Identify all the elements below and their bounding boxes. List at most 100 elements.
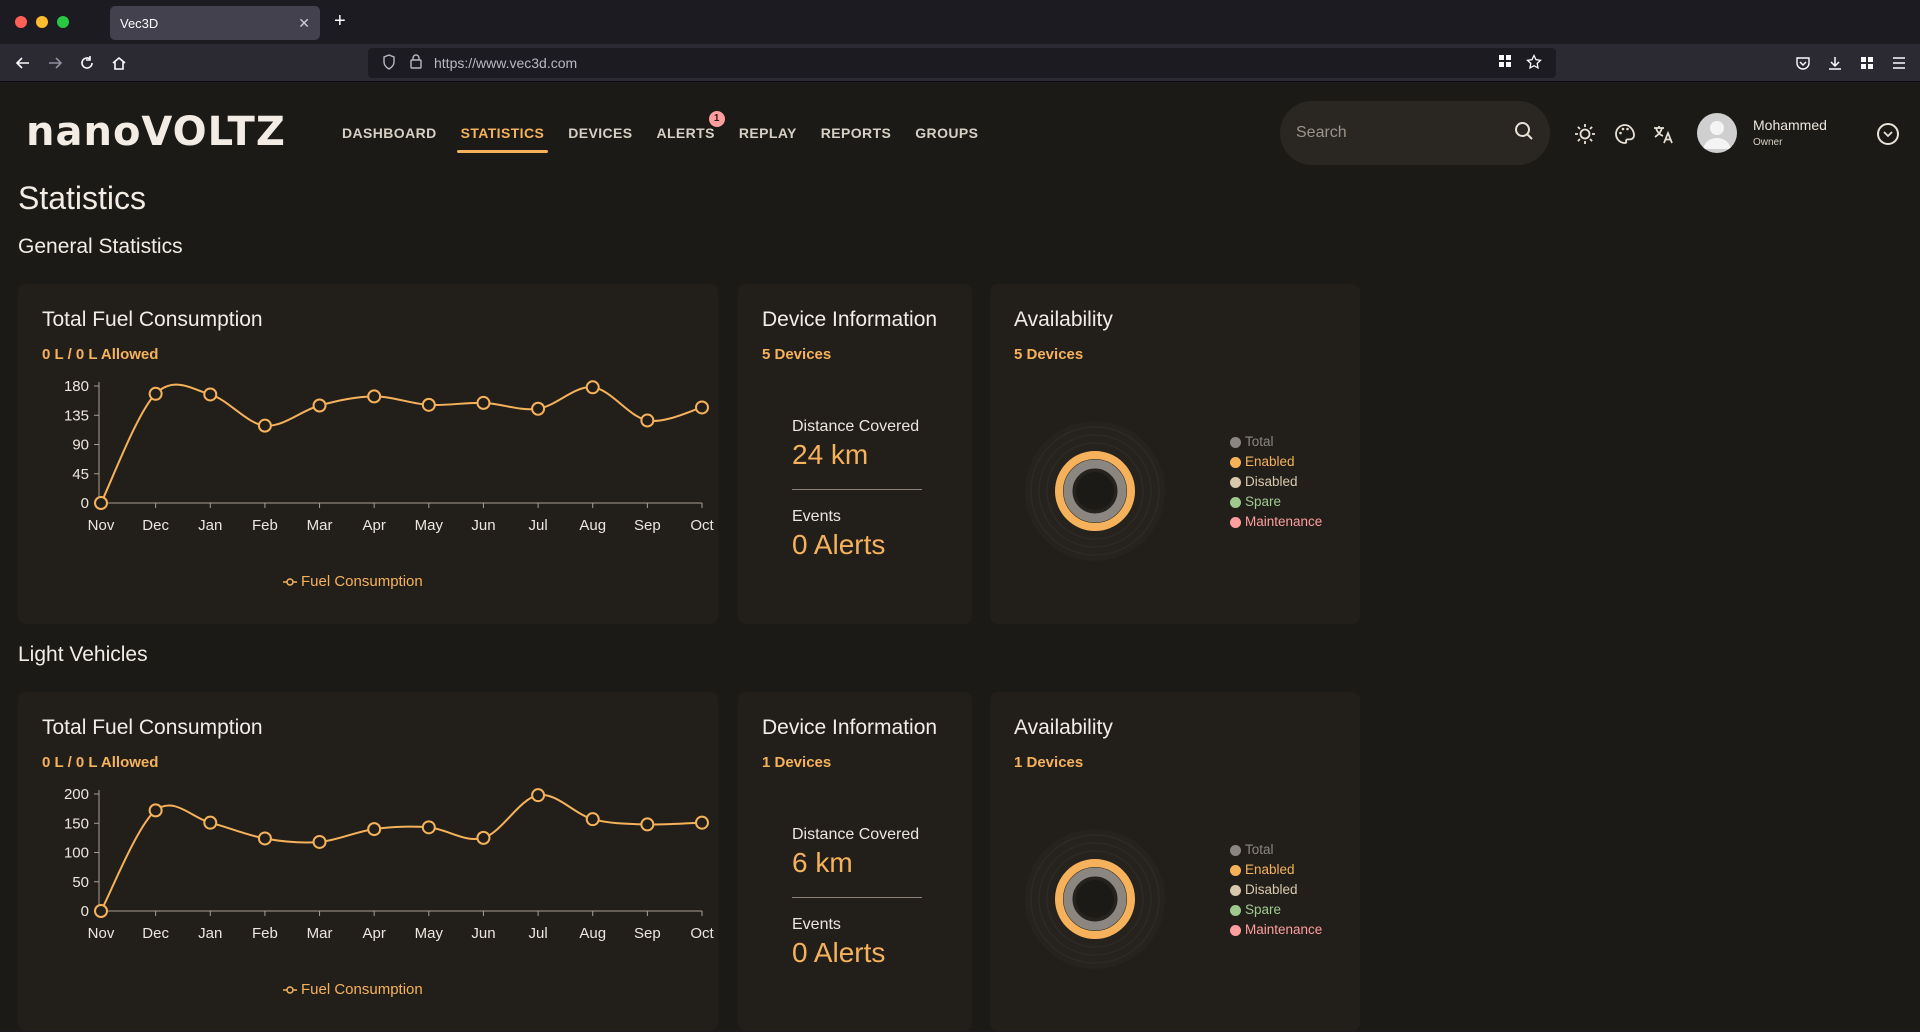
x-tick-label: Mar <box>307 925 333 942</box>
legend-total-label: Total <box>1245 434 1274 449</box>
nav-statistics[interactable]: STATISTICS <box>449 83 557 183</box>
legend-item-spare[interactable]: Spare <box>1230 900 1322 920</box>
main-nav: DASHBOARD STATISTICS DEVICES ALERTS 1 REP… <box>330 83 990 183</box>
close-window-button[interactable] <box>15 16 27 28</box>
x-tick-label: Oct <box>690 517 714 534</box>
legend-item-spare[interactable]: Spare <box>1230 492 1322 512</box>
url-bar[interactable]: https://www.vec3d.com <box>368 48 1556 78</box>
app-root: nanoVOLTZ DASHBOARD STATISTICS DEVICES A… <box>0 83 1920 1031</box>
browser-navbar: https://www.vec3d.com <box>0 44 1920 82</box>
data-point <box>695 400 709 415</box>
nav-replay[interactable]: REPLAY <box>738 125 797 141</box>
shield-icon[interactable] <box>382 53 396 73</box>
nav-groups[interactable]: GROUPS <box>915 125 979 141</box>
nav-alerts[interactable]: ALERTS 1 <box>644 83 726 183</box>
legend-item-enabled[interactable]: Enabled <box>1230 452 1322 472</box>
y-tick-label: 150 <box>64 815 89 832</box>
nav-devices[interactable]: DEVICES <box>568 125 633 141</box>
availability-legend: Total Enabled Disabled Spare Maintenance <box>1230 840 1322 940</box>
legend-item-maintenance[interactable]: Maintenance <box>1230 920 1322 940</box>
distance-value: 6 km <box>792 847 853 878</box>
x-tick-label: Nov <box>88 925 115 942</box>
x-tick-label: Mar <box>307 517 333 534</box>
x-tick-label: Oct <box>690 925 714 942</box>
minimize-window-button[interactable] <box>36 16 48 28</box>
reload-icon[interactable] <box>78 54 96 72</box>
legend-item-total[interactable]: Total <box>1230 432 1322 452</box>
fuel-card-subtitle: 0 L / 0 L Allowed <box>42 346 159 363</box>
chart-legend[interactable]: Fuel Consumption <box>283 981 423 998</box>
hamburger-menu-icon[interactable] <box>1890 54 1908 72</box>
home-icon[interactable] <box>110 54 128 72</box>
total-dot-icon <box>1230 436 1241 448</box>
tab-close-icon[interactable]: ✕ <box>298 14 310 31</box>
enabled-dot-icon <box>1230 456 1241 468</box>
distance-label: Distance Covered <box>792 418 920 435</box>
donut-total-ring <box>1063 867 1127 931</box>
maintenance-dot-icon <box>1230 516 1241 528</box>
legend-enabled-label: Enabled <box>1245 862 1295 877</box>
maintenance-dot-icon <box>1230 924 1241 936</box>
legend-label: Fuel Consumption <box>301 981 423 998</box>
data-point <box>203 387 218 402</box>
data-point <box>421 397 436 412</box>
fuel-line-chart: 0 45 90 135 180 Nov Dec Jan Feb Mar Apr May Jun Jul Au… <box>64 378 715 534</box>
data-point <box>367 822 382 837</box>
y-tick-label: 0 <box>81 903 89 920</box>
new-tab-button[interactable]: + <box>334 10 346 32</box>
bookmark-star-icon[interactable] <box>1526 53 1542 73</box>
tab-title: Vec3D <box>120 15 159 31</box>
x-tick-label: Jun <box>471 517 495 534</box>
fuel-card-title: Total Fuel Consumption <box>42 716 263 739</box>
fuel-card-general: Total Fuel Consumption 0 L / 0 L Allowed… <box>18 284 718 624</box>
chevron-down-icon[interactable] <box>1877 123 1899 145</box>
data-point <box>476 395 491 410</box>
nav-dashboard[interactable]: DASHBOARD <box>342 125 437 141</box>
device-info-card-light-vehicles: Device Information 1 Devices Distance Co… <box>738 692 972 1031</box>
fuel-line-chart: 0 50 100 150 200 Nov Dec Jan Feb Mar Apr May Jun Jul A… <box>64 786 715 942</box>
y-tick-label: 0 <box>81 495 89 512</box>
lock-icon[interactable] <box>410 54 422 72</box>
y-tick-label: 200 <box>64 786 89 803</box>
alerts-count-badge: 1 <box>708 111 725 127</box>
events-label: Events <box>792 916 841 933</box>
legend-item-enabled[interactable]: Enabled <box>1230 860 1322 880</box>
section-title-general: General Statistics <box>18 235 183 258</box>
pocket-icon[interactable] <box>1794 54 1812 72</box>
download-icon[interactable] <box>1826 54 1844 72</box>
legend-item-disabled[interactable]: Disabled <box>1230 472 1322 492</box>
avatar[interactable] <box>1697 113 1737 153</box>
y-tick-label: 45 <box>72 466 89 483</box>
browser-tab[interactable]: Vec3D ✕ <box>110 6 320 40</box>
nav-reports[interactable]: REPORTS <box>820 125 892 141</box>
data-point <box>695 815 709 830</box>
legend-item-total[interactable]: Total <box>1230 840 1322 860</box>
back-icon[interactable] <box>14 54 32 72</box>
donut-guide-ring <box>1038 842 1152 956</box>
events-label: Events <box>792 508 841 525</box>
app-logo[interactable]: nanoVOLTZ <box>26 109 286 155</box>
palette-icon[interactable] <box>1613 122 1637 146</box>
device-info-card-general: Device Information 5 Devices Distance Co… <box>738 284 972 624</box>
data-point <box>257 418 272 433</box>
donut-guide-ring <box>1030 834 1160 964</box>
x-tick-label: Nov <box>88 517 115 534</box>
spare-dot-icon <box>1230 904 1241 916</box>
search-icon[interactable] <box>1514 121 1534 146</box>
nav-alerts-label: ALERTS <box>656 125 715 141</box>
search-input[interactable]: Search <box>1280 101 1550 165</box>
chart-legend[interactable]: Fuel Consumption <box>283 573 423 590</box>
extensions-icon[interactable] <box>1858 54 1876 72</box>
zoom-window-button[interactable] <box>57 16 69 28</box>
legend-item-maintenance[interactable]: Maintenance <box>1230 512 1322 532</box>
forward-icon[interactable] <box>46 54 64 72</box>
enabled-dot-icon <box>1230 864 1241 876</box>
legend-item-disabled[interactable]: Disabled <box>1230 880 1322 900</box>
x-tick-label: Aug <box>579 925 606 942</box>
series-line <box>100 383 703 504</box>
translate-icon[interactable] <box>1651 122 1675 146</box>
donut-guide-ring <box>1038 434 1152 548</box>
grid-icon[interactable] <box>1498 54 1512 73</box>
theme-sun-icon[interactable] <box>1573 122 1597 146</box>
x-tick-label: Jul <box>528 517 547 534</box>
